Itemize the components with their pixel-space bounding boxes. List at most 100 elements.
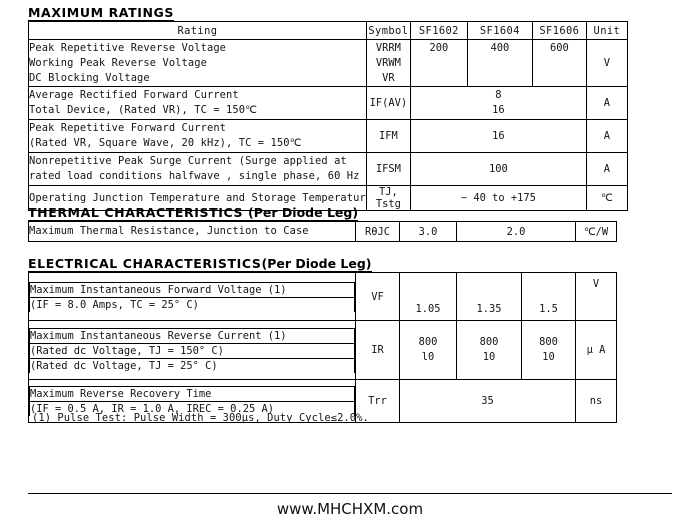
value-line: l0 <box>421 351 435 363</box>
value-cell-sf1604: 400 <box>466 39 533 87</box>
heading-main-text: ELECTRICAL CHARACTERISTICS <box>28 256 262 271</box>
col-header-sf1604: SF1604 <box>466 21 533 40</box>
table-header-row: Rating Symbol SF1602 SF1604 SF1606 Unit <box>28 21 628 40</box>
thermal-characteristics-table: Maximum Thermal Resistance, Junction to … <box>28 221 617 242</box>
value-cell-sf1606: 600 <box>531 39 587 87</box>
rating-line: (Rated VR, Square Wave, 20 kHz), TC = 15… <box>29 137 302 149</box>
table-row: Average Rectified Forward Current Total … <box>28 86 628 120</box>
col-header-symbol: Symbol <box>365 21 411 40</box>
symbol-cell: RθJC <box>355 221 400 242</box>
table-row: Maximum Reverse Recovery Time (IF = 0.5 … <box>28 379 617 423</box>
col-header-sf1606: SF1606 <box>531 21 587 40</box>
value-line: 800 <box>479 336 499 348</box>
table-row: Operating Junction Temperature and Stora… <box>28 185 628 211</box>
table-row: Maximum Instantaneous Reverse Current (1… <box>28 320 617 380</box>
value-cell-sf1604: 800 10 <box>456 320 522 380</box>
symbol-line: VRWM <box>375 56 401 69</box>
value-cell-sf1606: 800 10 <box>521 320 576 380</box>
value-cell-sf1604: 1.35 <box>456 272 522 321</box>
value-line: 8 <box>495 89 502 101</box>
table-row: Peak Repetitive Forward Current (Rated V… <box>28 119 628 153</box>
table-row: Maximum Thermal Resistance, Junction to … <box>28 221 617 242</box>
rating-cell: Average Rectified Forward Current Total … <box>28 86 367 120</box>
symbol-cell: VF <box>355 272 400 321</box>
unit-cell: A <box>585 86 628 120</box>
rating-line: Peak Repetitive Forward Current <box>29 122 227 134</box>
heading-paren-text: (Per Diode Leg) <box>248 205 359 220</box>
heading-electrical-characteristics: ELECTRICAL CHARACTERISTICS(Per Diode Leg… <box>28 257 372 272</box>
symbol-cell: VRRM VRWM VR <box>365 39 411 87</box>
table-row: Peak Repetitive Reverse Voltage Working … <box>28 39 628 87</box>
unit-cell: V <box>585 39 628 87</box>
col-header-rating: Rating <box>28 21 367 40</box>
symbol-line: VRRM <box>375 41 401 54</box>
value-cell-span: 35 <box>399 379 576 423</box>
rating-line: Working Peak Reverse Voltage <box>29 56 207 69</box>
symbol-line: VR <box>382 71 395 84</box>
symbol-cell: IFSM <box>365 152 411 186</box>
col-header-sf1602: SF1602 <box>409 21 468 40</box>
value-line: 10 <box>482 351 496 363</box>
rating-subtable: Maximum Reverse Recovery Time (IF = 0.5 … <box>29 386 355 416</box>
unit-cell: μ A <box>575 320 617 380</box>
rating-line: (Rated dc Voltage, TJ = 150° C) <box>29 342 355 358</box>
value-line: 800 <box>539 336 558 348</box>
value-cell-span: − 40 to +175 <box>409 185 587 211</box>
unit-cell: A <box>585 152 628 186</box>
unit-cell: ℃/W <box>575 221 617 242</box>
value-line: 800 <box>418 336 438 348</box>
value-cell-sf1606: 1.5 <box>521 272 576 321</box>
rating-line: rated load conditions halfwave , single … <box>29 170 360 182</box>
rating-subtable: Maximum Instantaneous Forward Voltage (1… <box>29 281 355 312</box>
rating-line: Average Rectified Forward Current <box>29 89 239 101</box>
value-cell-span: 2.0 <box>456 221 576 242</box>
value-cell-span: 16 <box>409 119 587 153</box>
rating-cell: Maximum Reverse Recovery Time (IF = 0.5 … <box>28 379 356 423</box>
value-cell-span: 100 <box>409 152 587 186</box>
unit-cell: ns <box>575 379 617 423</box>
rating-cell: Nonrepetitive Peak Surge Current (Surge … <box>28 152 367 186</box>
value-cell-sf1602: 1.05 <box>399 272 457 321</box>
rating-line: Peak Repetitive Reverse Voltage <box>29 41 227 54</box>
rating-line: DC Blocking Voltage <box>29 71 150 84</box>
rating-line: Total Device, (Rated VR), TC = 150℃ <box>29 104 257 116</box>
rating-line: (IF = 8.0 Amps, TC = 25° C) <box>29 296 355 312</box>
heading-thermal-characteristics: THERMAL CHARACTERISTICS (Per Diode Leg) <box>28 205 359 221</box>
rating-subtable: Maximum Instantaneous Reverse Current (1… <box>29 327 355 373</box>
rating-cell: Peak Repetitive Forward Current (Rated V… <box>28 119 367 153</box>
rating-cell: Maximum Instantaneous Forward Voltage (1… <box>28 272 356 321</box>
heading-paren-text: (Per Diode Leg) <box>261 256 372 271</box>
col-header-unit: Unit <box>585 21 628 40</box>
symbol-cell: IR <box>355 320 400 380</box>
heading-maximum-ratings: MAXIMUM RATINGS <box>28 5 175 21</box>
rating-line: Maximum Instantaneous Forward Voltage (1… <box>29 281 355 298</box>
rating-cell: Maximum Instantaneous Reverse Current (1… <box>28 320 356 380</box>
table-row: Maximum Instantaneous Forward Voltage (1… <box>28 272 617 321</box>
maximum-ratings-table: Rating Symbol SF1602 SF1604 SF1606 Unit … <box>28 21 628 211</box>
value-cell-sf1602: 800 l0 <box>399 320 457 380</box>
unit-cell: A <box>585 119 628 153</box>
value-cell-sf1602: 3.0 <box>399 221 457 242</box>
rating-line: Maximum Reverse Recovery Time <box>29 386 355 402</box>
footnote-pulse-test: (1) Pulse Test: Pulse Width = 300μs, Dut… <box>32 412 369 424</box>
rating-cell: Operating Junction Temperature and Stora… <box>28 185 367 211</box>
footer-website: www.MHCHXM.com <box>276 500 424 518</box>
symbol-cell: IF(AV) <box>365 86 411 120</box>
value-line: 16 <box>492 104 505 116</box>
footer-divider <box>28 493 672 495</box>
electrical-characteristics-table: Maximum Instantaneous Forward Voltage (1… <box>28 272 617 423</box>
value-cell-span: 8 16 <box>409 86 587 120</box>
rating-cell: Maximum Thermal Resistance, Junction to … <box>28 221 356 242</box>
rating-line: (Rated dc Voltage, TJ = 25° C) <box>29 357 355 373</box>
symbol-cell: IFM <box>365 119 411 153</box>
unit-cell: V <box>575 272 617 321</box>
rating-cell: Peak Repetitive Reverse Voltage Working … <box>28 39 367 87</box>
symbol-cell: TJ, Tstg <box>365 185 411 211</box>
rating-line: Maximum Instantaneous Reverse Current (1… <box>29 327 355 344</box>
value-line: 10 <box>542 351 555 363</box>
unit-cell: ℃ <box>585 185 628 211</box>
rating-line: (IF = 0.5 A, IR = 1.0 A, IREC = 0.25 A) <box>29 401 355 416</box>
heading-main-text: THERMAL CHARACTERISTICS <box>28 205 249 220</box>
rating-line: Nonrepetitive Peak Surge Current (Surge … <box>29 155 347 167</box>
